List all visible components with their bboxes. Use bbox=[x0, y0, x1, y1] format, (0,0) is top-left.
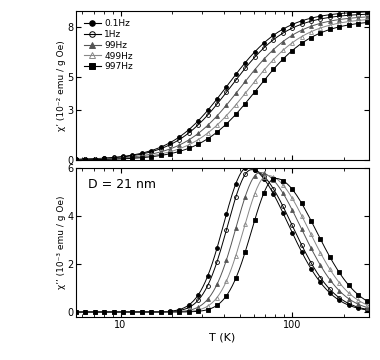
Line: 997Hz: 997Hz bbox=[74, 21, 371, 162]
499Hz bbox=[243, 91, 247, 95]
Text: D = 21 nm: D = 21 nm bbox=[88, 178, 156, 191]
Line: 499Hz: 499Hz bbox=[74, 18, 371, 162]
1Hz bbox=[276, 34, 280, 39]
1Hz bbox=[191, 127, 196, 131]
0.1Hz bbox=[243, 60, 247, 65]
Line: 99Hz: 99Hz bbox=[74, 15, 371, 162]
0.1Hz bbox=[195, 120, 200, 124]
Y-axis label: χ’’ (10⁻³ emu / g Oe): χ’’ (10⁻³ emu / g Oe) bbox=[57, 195, 66, 289]
1Hz bbox=[243, 66, 247, 71]
99Hz bbox=[122, 156, 127, 160]
99Hz bbox=[366, 15, 371, 19]
0.1Hz bbox=[122, 154, 127, 158]
99Hz bbox=[191, 135, 196, 139]
997Hz bbox=[355, 22, 359, 26]
997Hz bbox=[195, 143, 200, 147]
0.1Hz bbox=[366, 10, 371, 14]
Y-axis label: χ’ (10⁻² emu / g Oe): χ’ (10⁻² emu / g Oe) bbox=[57, 40, 66, 131]
997Hz bbox=[191, 144, 196, 148]
499Hz bbox=[355, 18, 359, 23]
1Hz bbox=[122, 154, 127, 159]
997Hz bbox=[243, 102, 247, 106]
499Hz bbox=[276, 53, 280, 57]
1Hz bbox=[366, 12, 371, 16]
997Hz bbox=[366, 20, 371, 24]
99Hz bbox=[243, 79, 247, 84]
0.1Hz bbox=[74, 157, 78, 162]
0.1Hz bbox=[355, 10, 359, 14]
499Hz bbox=[195, 138, 200, 143]
499Hz bbox=[191, 140, 196, 144]
499Hz bbox=[366, 17, 371, 22]
99Hz bbox=[195, 132, 200, 136]
99Hz bbox=[74, 157, 78, 162]
499Hz bbox=[74, 158, 78, 162]
1Hz bbox=[74, 157, 78, 162]
0.1Hz bbox=[191, 123, 196, 127]
99Hz bbox=[276, 43, 280, 48]
Line: 1Hz: 1Hz bbox=[74, 12, 371, 161]
1Hz bbox=[195, 124, 200, 128]
997Hz bbox=[74, 158, 78, 162]
1Hz bbox=[355, 13, 359, 17]
997Hz bbox=[276, 62, 280, 66]
997Hz bbox=[122, 157, 127, 161]
Legend: 0.1Hz, 1Hz, 99Hz, 499Hz, 997Hz: 0.1Hz, 1Hz, 99Hz, 499Hz, 997Hz bbox=[84, 18, 134, 72]
499Hz bbox=[122, 156, 127, 161]
X-axis label: T (K): T (K) bbox=[209, 332, 236, 342]
0.1Hz bbox=[276, 30, 280, 34]
99Hz bbox=[355, 15, 359, 20]
Line: 0.1Hz: 0.1Hz bbox=[74, 10, 371, 161]
